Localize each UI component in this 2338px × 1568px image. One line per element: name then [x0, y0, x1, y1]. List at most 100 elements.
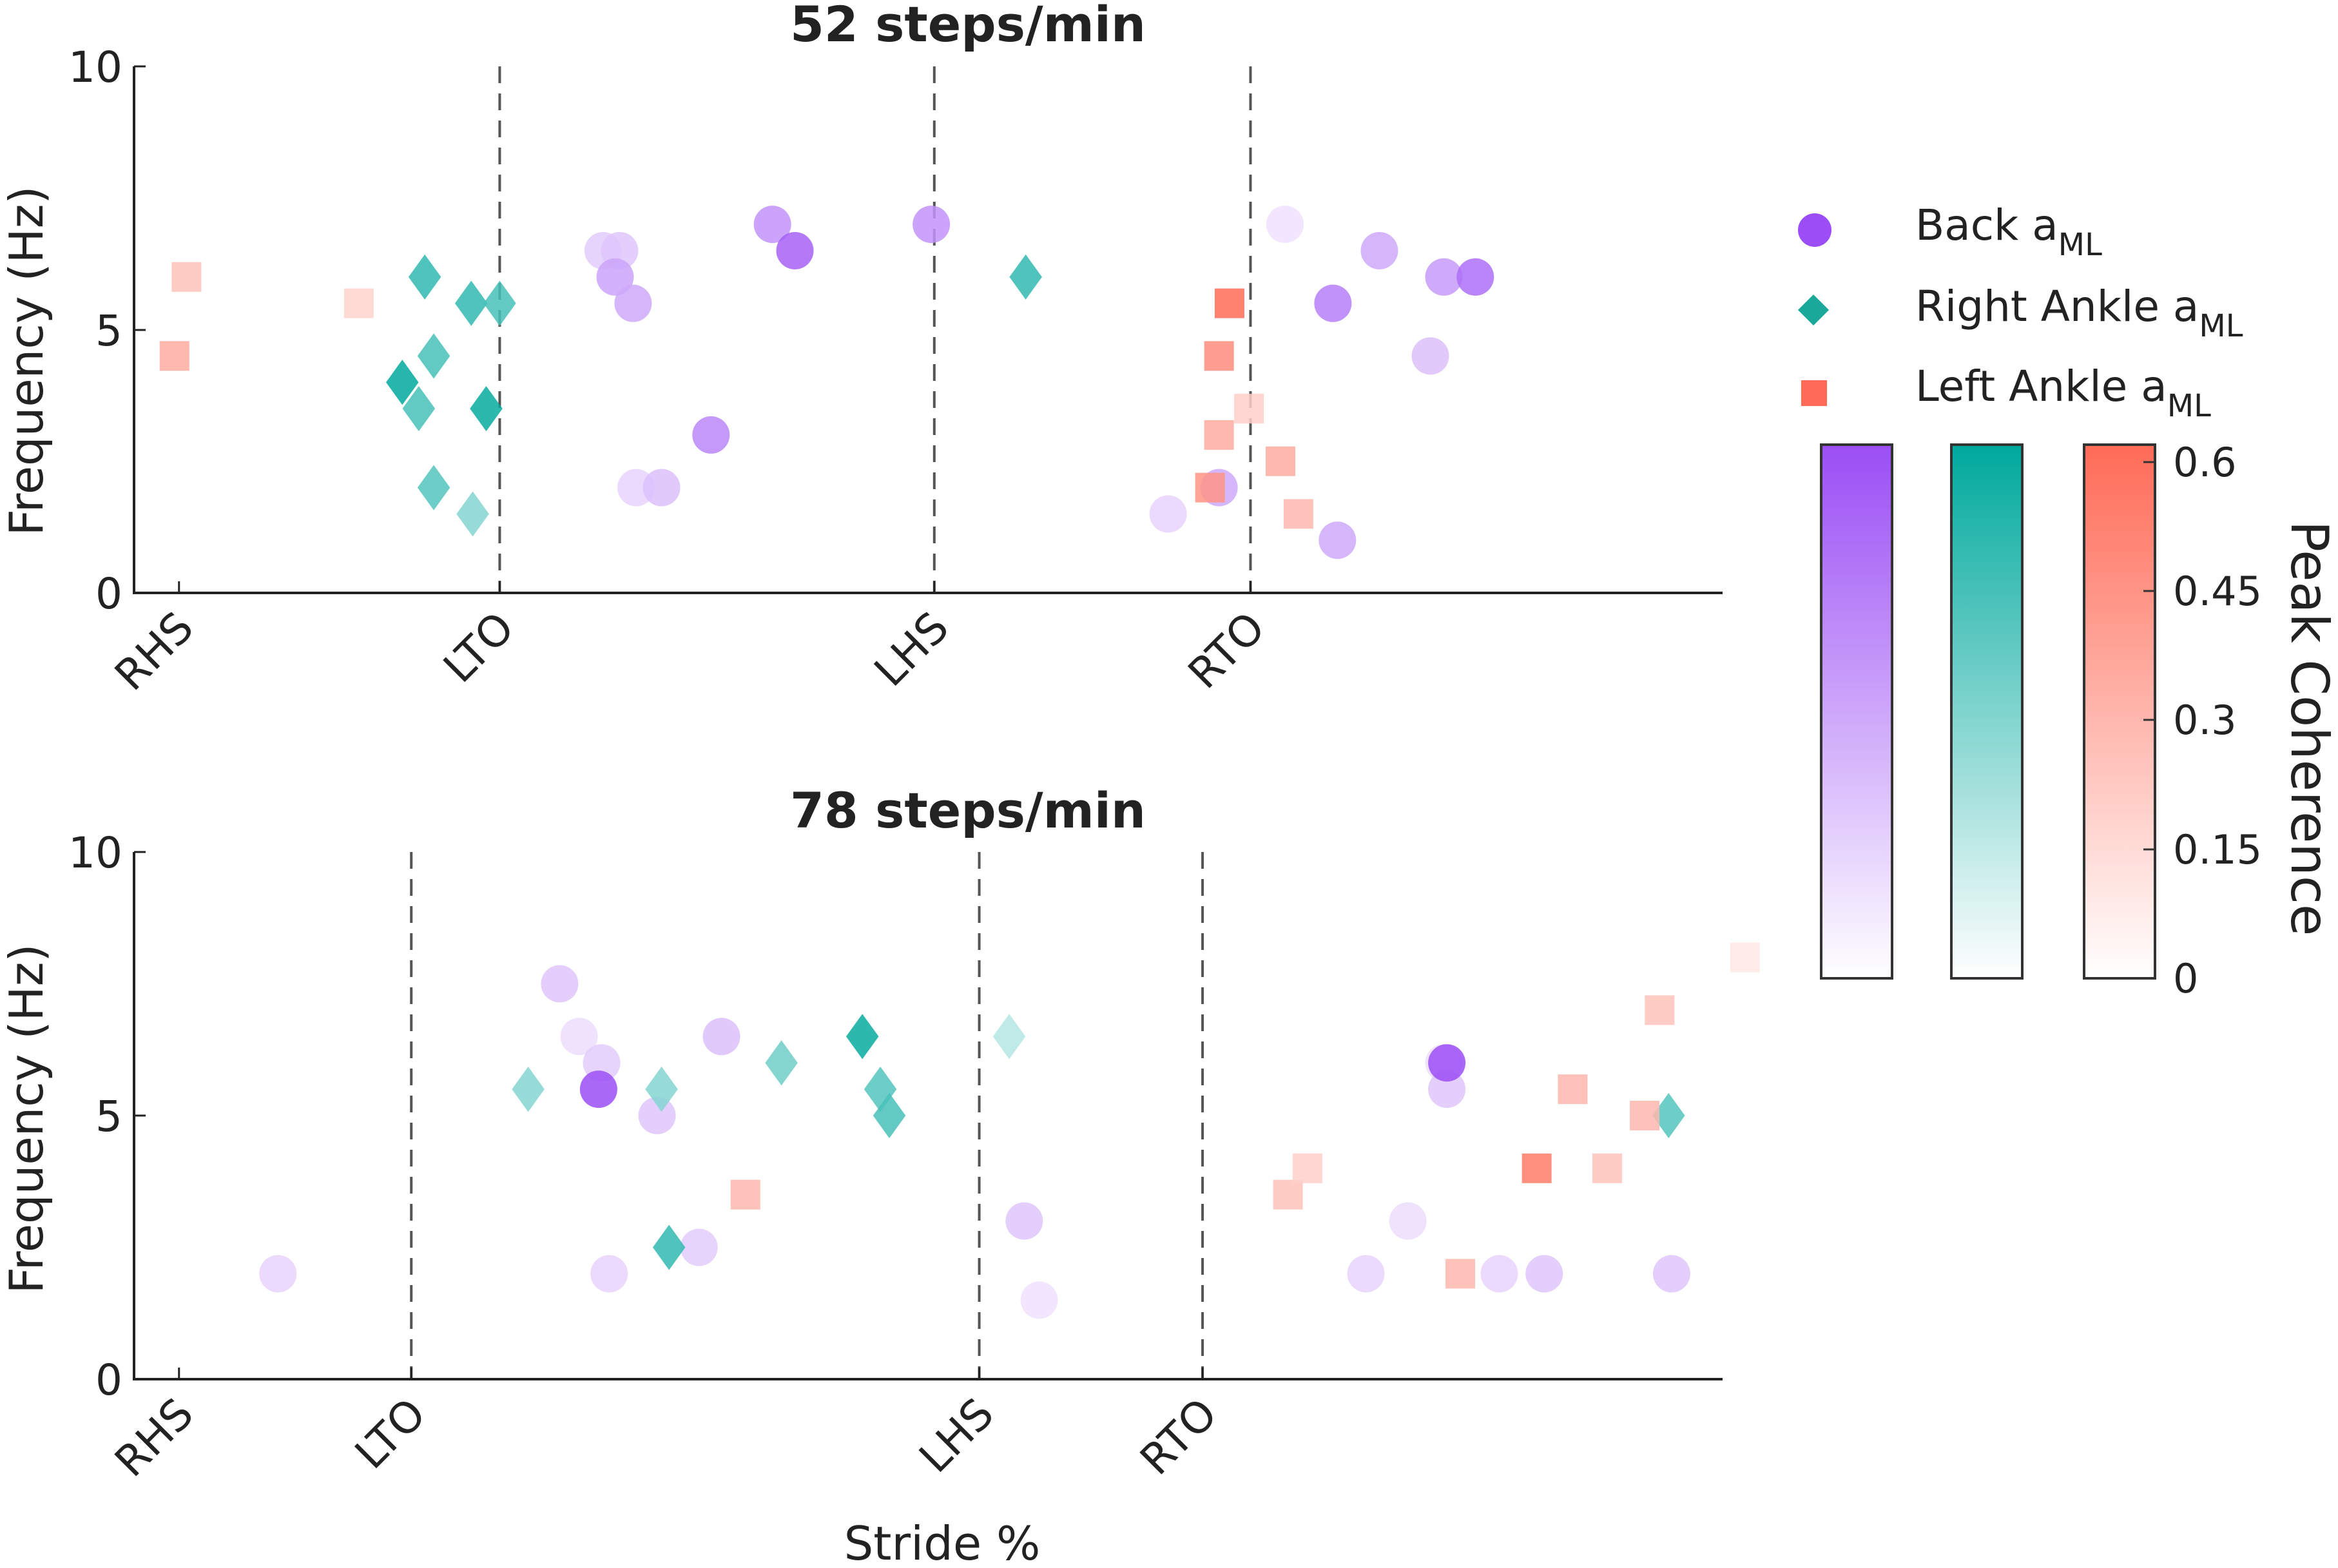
panel-1-event-ticks: RHS LTO LHS RTO — [105, 581, 1275, 700]
panel-2-right-ankle-point-2 — [765, 1040, 798, 1086]
colorbar-back — [1820, 443, 1893, 980]
panel-2-right-ankle-point-1 — [645, 1067, 678, 1112]
panel-2-event-label-lto: LTO — [345, 1389, 435, 1478]
panel-1-ylabel: Frequency (Hz) — [0, 186, 53, 536]
panel-1-left-ankle-point-9 — [1283, 499, 1313, 529]
panel-2-y-ticks: 0 5 10 — [68, 828, 146, 1405]
panel-1-event-label-rto: RTO — [1179, 603, 1275, 699]
colorbar-right-ankle — [1950, 443, 2024, 980]
panel-1-right-ankle-point-4 — [385, 360, 419, 405]
panel-2-ytick-label-0: 0 — [95, 1355, 122, 1405]
panel-1-title: 52 steps/min — [790, 0, 1146, 53]
panel-2-back-point-0 — [259, 1255, 297, 1293]
panel-2-left-ankle-point-6 — [1592, 1153, 1622, 1183]
panel-1-right-ankle-point-7 — [417, 465, 450, 510]
cb-tick-label-015: 0.15 — [2173, 826, 2262, 873]
panel-1-event-label-lhs: LHS — [865, 603, 958, 696]
panel-2-left-ankle-point-1 — [1273, 1179, 1303, 1210]
panel-2-event-label-rto: RTO — [1131, 1389, 1227, 1485]
panel-2-back-point-17 — [1525, 1255, 1563, 1293]
panel-2-back-point-11 — [1347, 1255, 1385, 1293]
panel-2-event-lines — [410, 852, 1204, 1379]
panel-1-right-ankle-point-6 — [470, 385, 503, 432]
panel-2-right-ankle-point-0 — [512, 1067, 545, 1112]
panel-1-left-ankle-point-0 — [171, 262, 202, 292]
colorbar-label: Peak Coherence — [2279, 521, 2338, 936]
panel-2-ylabel: Frequency (Hz) — [0, 944, 53, 1294]
panel-2-ytick-label-10: 10 — [68, 828, 122, 878]
panel-1-right-ankle-point-2 — [483, 280, 516, 326]
panel-2-right-ankle-point-7 — [992, 1014, 1026, 1060]
panel-2-left-ankle-point-4 — [1522, 1153, 1552, 1183]
panel-2-back-point-15 — [1428, 1044, 1466, 1082]
panel-2-back-point-6 — [638, 1097, 676, 1134]
panel-2-event-label-lhs: LHS — [910, 1389, 1003, 1482]
panel-2-left-ankle-point-5 — [1558, 1074, 1588, 1105]
panel-2-back-point-12 — [1389, 1202, 1427, 1240]
panel-2-left-ankle-point-3 — [1445, 1259, 1476, 1289]
panel-1-left-ankle-point-1 — [159, 341, 189, 371]
panel-2-points — [259, 942, 1760, 1319]
panel-1-back-point-9 — [913, 206, 951, 244]
panel-1-right-ankle-point-8 — [456, 491, 489, 537]
cb-tick-label-03: 0.3 — [2173, 697, 2237, 744]
panel-1-left-ankle-point-6 — [1195, 472, 1225, 503]
panel-2-back-point-1 — [541, 965, 579, 1003]
cb-tick-label-0: 0 — [2173, 955, 2198, 1002]
panel-1-right-ankle-point-9 — [1009, 254, 1042, 300]
panel-78-steps: 78 steps/min Frequency (Hz) 0 5 10 RHS LT… — [0, 782, 1760, 1486]
panel-1-left-ankle-point-8 — [1265, 446, 1295, 476]
panel-2-left-ankle-point-2 — [1292, 1153, 1322, 1183]
panel-1-event-label-lto: LTO — [434, 603, 523, 692]
legend-right-ankle-label: Right Ankle aML — [1915, 282, 2243, 344]
panel-1-back-point-6 — [692, 416, 730, 454]
panel-1-back-point-15 — [1360, 231, 1398, 269]
panel-2-back-point-18 — [1652, 1255, 1690, 1293]
panel-1-left-ankle-point-2 — [343, 288, 374, 318]
panel-2-left-ankle-point-8 — [1645, 995, 1675, 1025]
legend-left-ankle-marker — [1801, 380, 1827, 406]
panel-1-left-ankle-point-7 — [1234, 394, 1264, 424]
legend-left-ankle-label: Left Ankle aML — [1915, 362, 2211, 424]
panel-1-left-ankle-point-5 — [1204, 420, 1234, 450]
colorbar-ticks: 0 0.15 0.3 0.45 0.6 — [2143, 439, 2262, 1002]
cb-tick-label-045: 0.45 — [2173, 568, 2262, 615]
panel-1-back-point-5 — [642, 469, 681, 507]
panel-2-back-point-8 — [702, 1018, 740, 1056]
legend-back-marker — [1798, 213, 1831, 247]
panel-1-right-ankle-point-5 — [402, 385, 436, 432]
panel-2-back-point-2 — [560, 1018, 598, 1056]
panel-1-back-point-8 — [776, 231, 814, 269]
panel-1-back-point-14 — [1319, 521, 1357, 559]
panel-2-back-point-9 — [1005, 1202, 1043, 1240]
panel-2-event-ticks: RHS LTO LHS RTO — [105, 1368, 1226, 1486]
panel-2-left-ankle-point-0 — [730, 1179, 760, 1210]
panel-1-right-ankle-point-3 — [417, 333, 450, 379]
panel-2-back-point-16 — [1480, 1255, 1518, 1293]
cb-tick-label-06: 0.6 — [2173, 439, 2237, 486]
panel-1-left-ankle-point-4 — [1204, 341, 1234, 371]
panel-1-back-point-3 — [614, 284, 652, 322]
panel-2-right-ankle-point-6 — [652, 1224, 686, 1270]
panel-1-ytick-label-0: 0 — [95, 569, 122, 619]
panel-2-right-ankle-point-5 — [873, 1092, 906, 1139]
x-axis-label: Stride % — [844, 1516, 1041, 1568]
panel-2-ytick-label-5: 5 — [95, 1092, 122, 1141]
panel-1-right-ankle-point-0 — [408, 254, 441, 300]
legend-back-label: Back aML — [1915, 200, 2102, 263]
colorbars: 0 0.15 0.3 0.45 0.6 Peak Coherence — [1820, 439, 2338, 1002]
panel-1-back-point-10 — [1149, 495, 1187, 533]
panel-2-back-point-4 — [579, 1070, 617, 1108]
panel-1-back-point-7 — [753, 206, 791, 244]
panel-1-right-ankle-point-1 — [454, 280, 488, 326]
colorbar-left-ankle — [2083, 443, 2156, 980]
panel-1-y-ticks: 0 5 10 — [68, 43, 146, 619]
panel-1-left-ankle-point-3 — [1214, 288, 1244, 318]
panel-52-steps: 52 steps/min Frequency (Hz) 0 5 10 RHS LT… — [0, 0, 1723, 700]
panel-2-back-point-14 — [1428, 1070, 1466, 1108]
panel-1-ytick-label-10: 10 — [68, 43, 122, 92]
panel-1-ytick-label-5: 5 — [95, 306, 122, 356]
panel-2-back-point-7 — [680, 1228, 718, 1266]
panel-1-back-point-13 — [1314, 284, 1352, 322]
